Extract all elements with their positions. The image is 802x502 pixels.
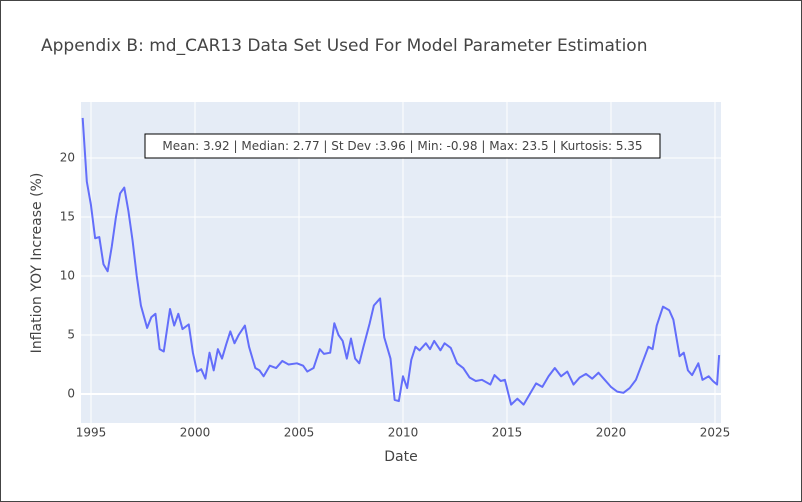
y-tick-label: 0 [67,386,75,400]
y-tick-label: 15 [60,210,75,224]
x-tick-label: 2000 [180,426,211,440]
line [81,117,721,406]
x-tick-label: 1995 [76,426,107,440]
y-tick-label: 20 [60,151,75,165]
x-axis-label: Date [384,449,417,465]
y-tick-label: 10 [60,269,75,283]
x-tick-label: 2005 [284,426,315,440]
x-tick-label: 2015 [492,426,523,440]
x-tick-label: 2010 [388,426,419,440]
y-axis-label: Inflation YOY Increase (%) [29,173,45,354]
x-tick-label: 2020 [596,426,627,440]
x-tick-label: 2025 [700,426,731,440]
y-tick-label: 5 [67,327,75,341]
chart-title: Appendix B: md_CAR13 Data Set Used For M… [41,36,647,56]
annotation: Mean: 3.92 | Median: 2.77 | St Dev :3.96… [162,139,642,153]
annotation-box [144,133,661,159]
